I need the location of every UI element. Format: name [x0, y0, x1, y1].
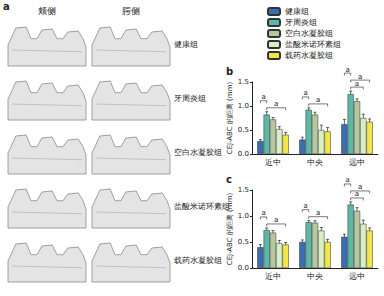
- svg-text:0.5: 0.5: [238, 126, 249, 134]
- svg-text:空白水凝胶组: 空白水凝胶组: [174, 148, 222, 157]
- svg-text:a: a: [316, 96, 320, 104]
- svg-text:1.0: 1.0: [238, 212, 249, 220]
- svg-text:0.5: 0.5: [238, 238, 249, 246]
- svg-text:近中: 近中: [265, 158, 281, 167]
- svg-text:1.5: 1.5: [238, 78, 249, 86]
- svg-text:a: a: [316, 209, 320, 217]
- svg-text:1.5: 1.5: [238, 186, 249, 194]
- svg-text:盐酸米诺环素组: 盐酸米诺环素组: [285, 40, 341, 49]
- svg-text:中央: 中央: [307, 272, 323, 281]
- svg-text:0.0: 0.0: [238, 264, 249, 272]
- svg-text:盐酸米诺环素组: 盐酸米诺环素组: [174, 202, 230, 211]
- svg-text:a: a: [274, 100, 278, 108]
- svg-text:健康组: 健康组: [174, 40, 198, 49]
- svg-text:腭侧: 腭侧: [122, 6, 140, 16]
- svg-text:0.0: 0.0: [238, 150, 249, 158]
- svg-text:a: a: [3, 1, 10, 12]
- svg-text:颊侧: 颊侧: [38, 6, 56, 16]
- svg-text:a: a: [261, 209, 265, 217]
- svg-text:a: a: [345, 176, 349, 184]
- svg-text:a: a: [358, 183, 362, 191]
- svg-text:1.0: 1.0: [238, 102, 249, 110]
- svg-text:CEJ-ABC 的距离 (mm): CEJ-ABC 的距离 (mm): [226, 82, 234, 155]
- svg-text:CEJ-ABC 的距离 (mm): CEJ-ABC 的距离 (mm): [226, 193, 234, 266]
- svg-text:a: a: [345, 66, 349, 74]
- svg-text:c: c: [226, 174, 232, 185]
- svg-text:牙周炎组: 牙周炎组: [174, 94, 206, 103]
- svg-text:a: a: [355, 80, 359, 88]
- svg-text:近中: 近中: [265, 272, 281, 281]
- svg-text:载药水凝胶组: 载药水凝胶组: [285, 51, 333, 60]
- svg-text:空白水凝胶组: 空白水凝胶组: [285, 29, 333, 38]
- svg-text:b: b: [226, 66, 233, 77]
- svg-text:a: a: [303, 202, 307, 210]
- svg-text:载药水凝胶组: 载药水凝胶组: [174, 256, 222, 265]
- svg-text:牙周炎组: 牙周炎组: [285, 18, 317, 27]
- svg-text:a: a: [358, 73, 362, 81]
- svg-text:a: a: [261, 93, 265, 101]
- svg-text:a: a: [355, 190, 359, 198]
- svg-text:a: a: [303, 89, 307, 97]
- svg-text:远中: 远中: [349, 158, 365, 167]
- svg-text:健康组: 健康组: [285, 7, 309, 16]
- svg-text:a: a: [274, 216, 278, 224]
- svg-text:远中: 远中: [349, 272, 365, 281]
- svg-text:中央: 中央: [307, 158, 323, 167]
